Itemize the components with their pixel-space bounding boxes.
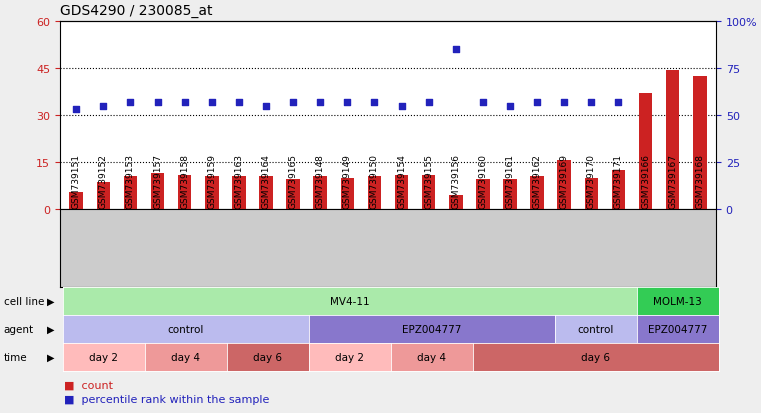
Bar bbox=[341, 178, 354, 209]
Point bbox=[477, 100, 489, 107]
Point bbox=[693, 9, 705, 16]
Text: day 2: day 2 bbox=[89, 352, 118, 362]
Bar bbox=[557, 161, 571, 209]
Bar bbox=[612, 171, 626, 209]
Text: ▶: ▶ bbox=[47, 352, 55, 362]
Point bbox=[450, 47, 462, 53]
Text: day 4: day 4 bbox=[417, 352, 446, 362]
Bar bbox=[368, 177, 381, 209]
Bar bbox=[314, 177, 327, 209]
Point bbox=[396, 103, 408, 109]
Point bbox=[260, 103, 272, 109]
Point bbox=[368, 100, 380, 107]
Point bbox=[667, 9, 679, 16]
Bar bbox=[422, 175, 435, 209]
Bar bbox=[178, 175, 192, 209]
Bar bbox=[124, 177, 137, 209]
Point bbox=[205, 100, 218, 107]
Text: day 6: day 6 bbox=[253, 352, 282, 362]
Bar bbox=[395, 175, 409, 209]
Bar bbox=[449, 195, 463, 209]
Text: cell line: cell line bbox=[4, 296, 44, 306]
Bar bbox=[69, 192, 83, 209]
Point bbox=[558, 100, 570, 107]
Bar bbox=[286, 180, 300, 209]
Text: ▶: ▶ bbox=[47, 296, 55, 306]
Point bbox=[531, 100, 543, 107]
Point bbox=[97, 103, 110, 109]
Point bbox=[151, 100, 164, 107]
Text: MV4-11: MV4-11 bbox=[330, 296, 370, 306]
Point bbox=[124, 100, 136, 107]
Bar bbox=[530, 177, 544, 209]
Text: GDS4290 / 230085_at: GDS4290 / 230085_at bbox=[60, 4, 212, 18]
Point bbox=[422, 100, 435, 107]
Point bbox=[341, 100, 353, 107]
Bar bbox=[503, 180, 517, 209]
Text: day 4: day 4 bbox=[171, 352, 200, 362]
Bar bbox=[476, 180, 489, 209]
Text: MOLM-13: MOLM-13 bbox=[654, 296, 702, 306]
Bar bbox=[205, 177, 218, 209]
Bar bbox=[666, 70, 680, 209]
Text: ■  percentile rank within the sample: ■ percentile rank within the sample bbox=[64, 394, 269, 404]
Point bbox=[585, 100, 597, 107]
Text: day 6: day 6 bbox=[581, 352, 610, 362]
Point bbox=[639, 12, 651, 19]
Text: EPZ004777: EPZ004777 bbox=[648, 324, 708, 334]
Point bbox=[179, 100, 191, 107]
Text: ▶: ▶ bbox=[47, 324, 55, 334]
Text: ■  count: ■ count bbox=[64, 380, 113, 390]
Bar bbox=[584, 178, 598, 209]
Point bbox=[314, 100, 326, 107]
Point bbox=[613, 100, 625, 107]
Bar bbox=[638, 94, 652, 209]
Bar bbox=[97, 183, 110, 209]
Point bbox=[287, 100, 299, 107]
Bar bbox=[151, 173, 164, 209]
Text: time: time bbox=[4, 352, 27, 362]
Text: control: control bbox=[167, 324, 204, 334]
Point bbox=[233, 100, 245, 107]
Point bbox=[70, 106, 82, 113]
Text: control: control bbox=[578, 324, 614, 334]
Point bbox=[504, 103, 516, 109]
Text: day 2: day 2 bbox=[336, 352, 365, 362]
Bar bbox=[260, 177, 272, 209]
Text: agent: agent bbox=[4, 324, 34, 334]
Bar bbox=[232, 177, 246, 209]
Bar bbox=[693, 77, 706, 209]
Text: EPZ004777: EPZ004777 bbox=[402, 324, 461, 334]
